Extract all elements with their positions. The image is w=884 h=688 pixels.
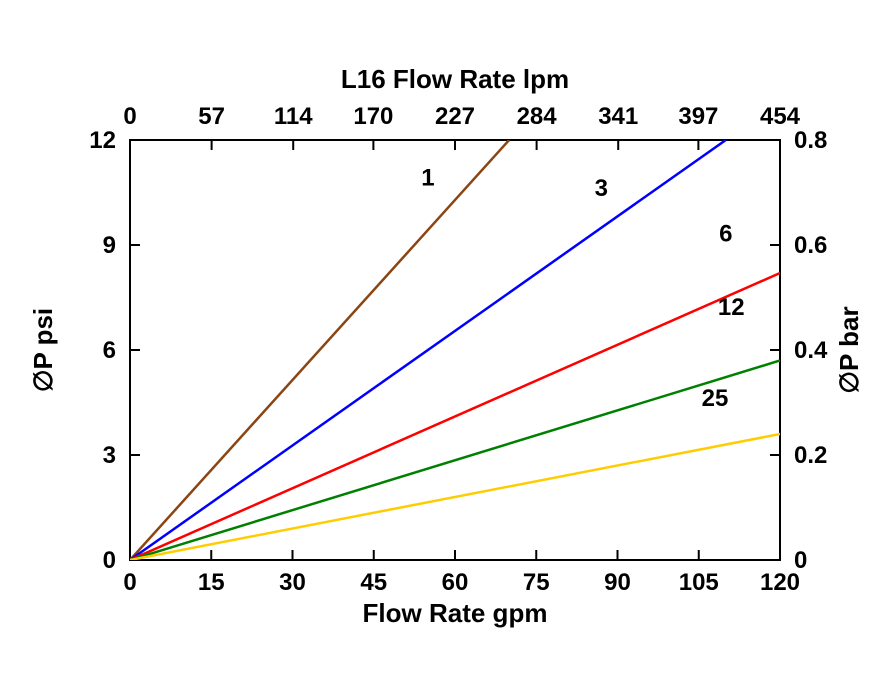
x-bottom-tick-label: 60	[442, 569, 469, 596]
series-label: 12	[718, 294, 745, 321]
series-label: 3	[595, 175, 608, 202]
y-left-tick-label: 3	[103, 442, 116, 469]
x-bottom-axis-label: Flow Rate gpm	[363, 598, 548, 628]
x-top-tick-label: 227	[435, 103, 475, 130]
x-top-tick-label: 114	[274, 103, 313, 130]
y-left-tick-label: 12	[89, 127, 116, 154]
x-top-tick-label: 57	[198, 103, 225, 130]
y-left-tick-label: 6	[103, 337, 116, 364]
series-label: 1	[421, 165, 434, 192]
series-label: 6	[719, 221, 732, 248]
x-bottom-tick-label: 105	[679, 569, 719, 596]
y-right-tick-label: 0.4	[794, 337, 828, 364]
chart-container: 0153045607590105120Flow Rate gpm05711417…	[0, 0, 884, 688]
y-left-tick-label: 9	[103, 232, 116, 259]
series-label: 25	[702, 385, 729, 412]
y-right-tick-label: 0.2	[794, 442, 827, 469]
y-left-tick-label: 0	[103, 547, 116, 574]
x-bottom-tick-label: 75	[523, 569, 550, 596]
x-bottom-tick-label: 90	[604, 569, 631, 596]
y-right-tick-label: 0.8	[794, 127, 827, 154]
x-top-tick-label: 397	[678, 103, 718, 130]
chart-top-title: L16 Flow Rate lpm	[341, 64, 569, 94]
y-right-tick-label: 0.6	[794, 232, 827, 259]
x-bottom-tick-label: 15	[198, 569, 225, 596]
y-left-axis-label: ∅P psi	[28, 308, 58, 392]
x-top-tick-label: 0	[123, 103, 136, 130]
x-top-tick-label: 170	[353, 103, 393, 130]
y-right-tick-label: 0	[794, 547, 807, 574]
y-right-axis-label: ∅P bar	[834, 306, 864, 393]
x-bottom-tick-label: 45	[360, 569, 387, 596]
x-top-tick-label: 454	[760, 103, 801, 130]
x-bottom-tick-label: 30	[279, 569, 306, 596]
x-top-tick-label: 284	[517, 103, 558, 130]
x-bottom-tick-label: 0	[123, 569, 136, 596]
x-top-tick-label: 341	[598, 103, 638, 130]
pressure-flow-chart: 0153045607590105120Flow Rate gpm05711417…	[0, 0, 884, 688]
